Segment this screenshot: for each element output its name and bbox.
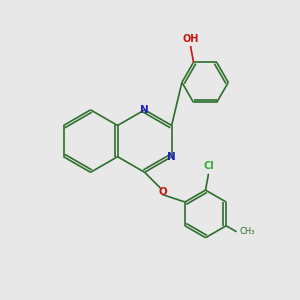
Text: CH₃: CH₃: [239, 227, 255, 236]
Text: N: N: [140, 105, 149, 115]
Text: OH: OH: [182, 34, 199, 44]
Text: Cl: Cl: [203, 161, 214, 171]
Text: O: O: [158, 187, 167, 197]
Text: N: N: [167, 152, 176, 162]
